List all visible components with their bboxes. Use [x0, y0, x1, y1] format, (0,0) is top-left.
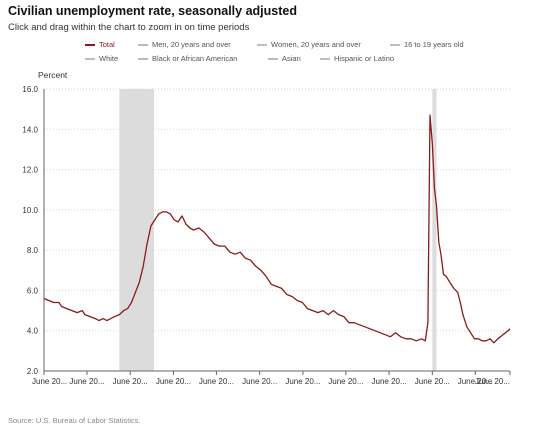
x-tick-label: June 20...: [156, 377, 191, 386]
x-tick-label: June 20...: [475, 377, 510, 386]
legend-label-total: Total: [99, 40, 115, 49]
chart-subtitle: Click and drag within the chart to zoom …: [8, 22, 250, 33]
legend-swatch-white: [85, 57, 95, 60]
x-tick-label: June 20...: [242, 377, 277, 386]
y-tick-label: 8.0: [27, 246, 39, 255]
legend-item-black[interactable]: Black or African American: [138, 54, 237, 63]
y-tick-label: 6.0: [27, 286, 39, 295]
y-tick-label: 12.0: [22, 166, 38, 175]
legend-label-hispanic: Hispanic or Latino: [334, 54, 395, 63]
recession-bands: [119, 89, 437, 371]
y-axis-label: Percent: [38, 70, 68, 80]
legend-label-women: Women, 20 years and over: [271, 40, 361, 49]
axes: [43, 89, 510, 372]
legend-item-total[interactable]: Total: [85, 40, 115, 49]
y-tick-label: 4.0: [27, 327, 39, 336]
legend-item-men[interactable]: Men, 20 years and over: [138, 40, 231, 49]
legend-item-hispanic[interactable]: Hispanic or Latino: [320, 54, 394, 63]
x-tick-label: June 20...: [113, 377, 148, 386]
x-tick-label: June 20...: [328, 377, 363, 386]
legend-item-teens[interactable]: 16 to 19 years old: [390, 40, 464, 49]
gridlines: [44, 88, 510, 332]
legend-item-asian[interactable]: Asian: [268, 54, 301, 63]
x-tick-label: June 20...: [285, 377, 320, 386]
legend-swatch-total: [85, 43, 95, 46]
y-tick-label: 2.0: [27, 367, 39, 376]
legend-label-black: Black or African American: [152, 54, 238, 63]
x-tick-labels: June 20... June 20... June 20... June 20...…: [32, 371, 511, 386]
y-tick-label: 16.0: [22, 85, 38, 94]
y-tick-label: 14.0: [22, 125, 38, 134]
x-tick-label: June 20...: [69, 377, 104, 386]
recession-band: [432, 89, 437, 371]
legend-item-women[interactable]: Women, 20 years and over: [257, 40, 361, 49]
legend-swatch-women: [257, 43, 267, 46]
legend-label-white: White: [99, 54, 119, 63]
legend-item-white[interactable]: White: [85, 54, 118, 63]
legend-label-men: Men, 20 years and over: [152, 40, 231, 49]
x-tick-label: June 20...: [32, 377, 67, 386]
legend-swatch-black: [138, 57, 148, 60]
x-tick-label: June 20...: [415, 377, 450, 386]
series-line-total[interactable]: [43, 114, 511, 344]
legend-label-teens: 16 to 19 years old: [404, 40, 464, 49]
legend-swatch-asian: [268, 57, 278, 60]
series-layer: [43, 114, 511, 344]
legend-swatch-men: [138, 43, 148, 46]
legend-swatch-hispanic: [320, 57, 330, 60]
chart-title: Civilian unemployment rate, seasonally a…: [8, 4, 297, 18]
x-tick-label: June 20...: [458, 377, 493, 386]
source-note: Source: U.S. Bureau of Labor Statistics.: [8, 416, 141, 425]
y-tick-labels: 2.0 4.0 6.0 8.0 10.0 12.0 14.0 16.0: [22, 85, 38, 376]
legend-swatch-teens: [390, 43, 400, 46]
x-tick-label: June 20...: [372, 377, 407, 386]
recession-band: [119, 89, 155, 371]
y-tick-label: 10.0: [22, 206, 38, 215]
legend-label-asian: Asian: [282, 54, 301, 63]
x-tick-label: June 20...: [199, 377, 234, 386]
